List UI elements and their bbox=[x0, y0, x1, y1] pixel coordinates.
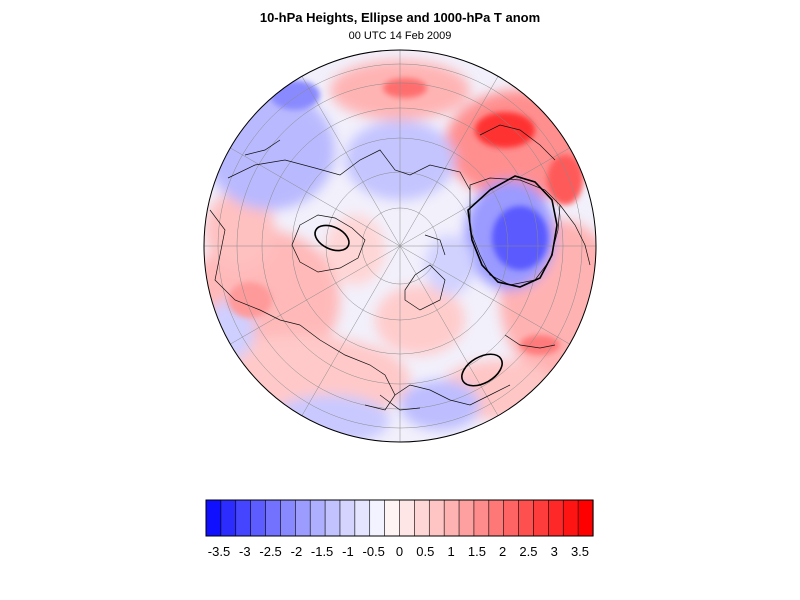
colorbar-tick-label: 2.5 bbox=[519, 544, 537, 559]
colorbar-cell bbox=[295, 499, 311, 537]
colorbar-tick-label: 1 bbox=[447, 544, 454, 559]
colorbar-cell bbox=[384, 499, 401, 537]
map-boundary bbox=[203, 49, 597, 443]
colorbar-tick-label: 3 bbox=[551, 544, 558, 559]
colorbar-cell bbox=[548, 499, 564, 537]
ellipse-contour-greenland bbox=[314, 224, 350, 252]
colorbar-tick-label: -1 bbox=[342, 544, 354, 559]
colorbar-tick-label: 0 bbox=[396, 544, 403, 559]
colorbar-cell bbox=[369, 499, 386, 537]
colorbar-cell bbox=[577, 499, 594, 537]
colorbar-cell bbox=[443, 499, 460, 537]
colorbar-frame bbox=[205, 499, 594, 537]
colorbar-tick-label: 1.5 bbox=[468, 544, 486, 559]
colorbar-cell bbox=[518, 499, 535, 537]
colorbar-labels: -3.5 -3 -2.5 -2 -1.5 -1 -0.5 0 0.5 1 1.5 2 2.5 3 3.5 bbox=[208, 544, 589, 559]
colorbar-tick-label: -2.5 bbox=[259, 544, 281, 559]
figure-title: 10-hPa Heights, Ellipse and 1000-hPa T a… bbox=[259, 10, 541, 25]
colorbar-cell bbox=[354, 499, 371, 537]
colorbar-cell bbox=[235, 499, 252, 537]
ellipse-contours bbox=[314, 175, 558, 387]
colorbar-cell bbox=[428, 499, 445, 537]
colorbar-cell bbox=[399, 499, 415, 537]
colorbar-cell bbox=[220, 499, 237, 537]
colorbar-tick-label: -1.5 bbox=[311, 544, 333, 559]
figure-subtitle: 00 UTC 14 Feb 2009 bbox=[348, 30, 452, 42]
colorbar-cell bbox=[339, 499, 356, 537]
anomaly-extremes bbox=[228, 78, 583, 355]
colorbar-cell bbox=[265, 499, 282, 537]
colorbar-cell bbox=[324, 499, 341, 537]
colorbar-tick-label: -3 bbox=[239, 544, 251, 559]
colorbar-tick-label: 3.5 bbox=[571, 544, 589, 559]
colorbar-tick-label: 2 bbox=[499, 544, 506, 559]
colorbar-cells bbox=[205, 499, 594, 537]
colorbar-tick-label: -3.5 bbox=[208, 544, 230, 559]
polar-map bbox=[203, 49, 597, 443]
colorbar-cell bbox=[280, 499, 296, 537]
colorbar-cell bbox=[458, 499, 475, 537]
colorbar-tick-label: -2 bbox=[291, 544, 303, 559]
colorbar-tick-label: 0.5 bbox=[416, 544, 434, 559]
ellipse-contour-siberia bbox=[467, 175, 558, 288]
ellipse-contour-asia bbox=[461, 353, 503, 387]
colorbar-cell bbox=[488, 499, 505, 537]
colorbar-cell bbox=[533, 499, 549, 537]
colorbar-cell bbox=[309, 499, 326, 537]
colorbar-tick-label: -0.5 bbox=[362, 544, 384, 559]
colorbar-cell bbox=[473, 499, 490, 537]
colorbar-cell bbox=[250, 499, 267, 537]
colorbar-cell bbox=[503, 499, 520, 537]
colorbar-cell bbox=[562, 499, 579, 537]
colorbar-cell bbox=[414, 499, 430, 537]
colorbar-cell bbox=[205, 499, 222, 537]
